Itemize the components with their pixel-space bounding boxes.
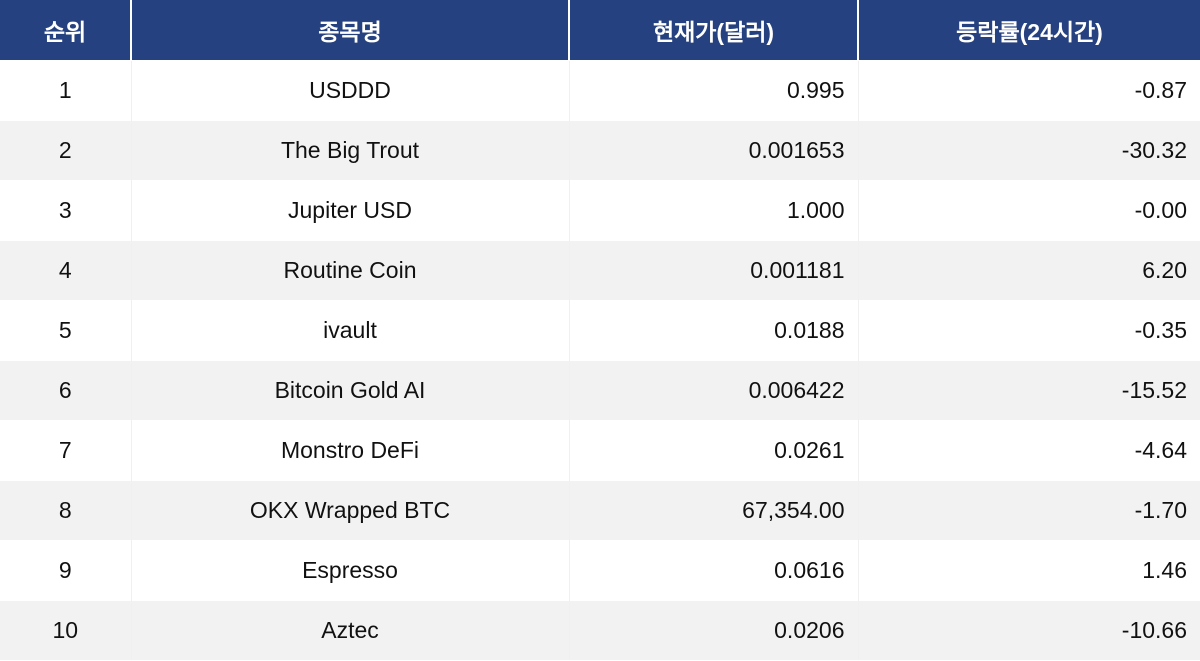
name-cell: Espresso [131,539,570,600]
name-cell: OKX Wrapped BTC [131,479,570,540]
table-header: 순위 종목명 현재가(달러) 등락률(24시간) [0,0,1200,60]
table-row: 1 USDDD 0.995 -0.87 [0,59,1200,120]
change-cell: -1.70 [858,479,1200,540]
rank-cell: 4 [0,239,132,300]
price-cell: 0.0206 [569,599,859,660]
price-cell: 67,354.00 [569,479,859,540]
name-cell: Aztec [131,599,570,660]
change-cell: -4.64 [858,419,1200,480]
header-price: 현재가(달러) [569,0,859,60]
name-cell: Jupiter USD [131,179,570,240]
change-cell: -0.35 [858,299,1200,360]
price-cell: 0.995 [569,59,859,120]
price-cell: 0.0616 [569,539,859,600]
name-cell: Routine Coin [131,239,570,300]
table-row: 8 OKX Wrapped BTC 67,354.00 -1.70 [0,479,1200,540]
name-cell: ivault [131,299,570,360]
name-cell: USDDD [131,59,570,120]
rank-cell: 5 [0,299,132,360]
table-row: 4 Routine Coin 0.001181 6.20 [0,239,1200,300]
table-row: 6 Bitcoin Gold AI 0.006422 -15.52 [0,359,1200,420]
table-row: 9 Espresso 0.0616 1.46 [0,539,1200,600]
name-cell: Bitcoin Gold AI [131,359,570,420]
rank-cell: 1 [0,59,132,120]
rank-cell: 10 [0,599,132,660]
table-row: 3 Jupiter USD 1.000 -0.00 [0,179,1200,240]
price-cell: 0.001653 [569,119,859,180]
change-cell: 6.20 [858,239,1200,300]
change-cell: 1.46 [858,539,1200,600]
name-cell: Monstro DeFi [131,419,570,480]
rank-cell: 3 [0,179,132,240]
header-rank: 순위 [0,0,132,60]
header-name: 종목명 [131,0,570,60]
price-cell: 0.001181 [569,239,859,300]
price-cell: 1.000 [569,179,859,240]
change-cell: -0.00 [858,179,1200,240]
change-cell: -15.52 [858,359,1200,420]
change-cell: -30.32 [858,119,1200,180]
rank-cell: 2 [0,119,132,180]
table-row: 7 Monstro DeFi 0.0261 -4.64 [0,419,1200,480]
rank-cell: 7 [0,419,132,480]
change-cell: -10.66 [858,599,1200,660]
change-cell: -0.87 [858,59,1200,120]
name-cell: The Big Trout [131,119,570,180]
rank-cell: 8 [0,479,132,540]
table-row: 10 Aztec 0.0206 -10.66 [0,599,1200,660]
price-cell: 0.006422 [569,359,859,420]
header-change: 등락률(24시간) [858,0,1200,60]
price-cell: 0.0261 [569,419,859,480]
rank-cell: 6 [0,359,132,420]
rank-cell: 9 [0,539,132,600]
table-row: 2 The Big Trout 0.001653 -30.32 [0,119,1200,180]
table-row: 5 ivault 0.0188 -0.35 [0,299,1200,360]
price-cell: 0.0188 [569,299,859,360]
